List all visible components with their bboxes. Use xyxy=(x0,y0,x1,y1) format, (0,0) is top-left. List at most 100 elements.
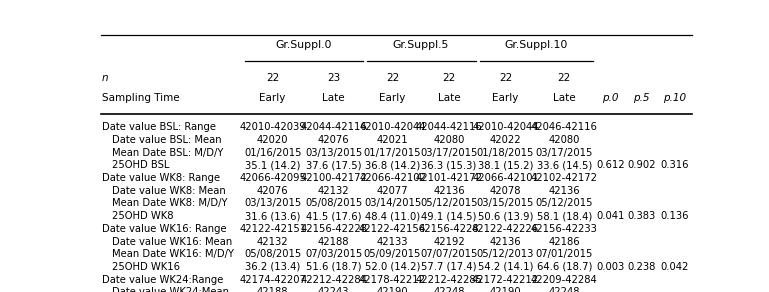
Text: 42010-42044: 42010-42044 xyxy=(472,122,539,132)
Text: 42132: 42132 xyxy=(318,186,350,196)
Text: 01/16/2015: 01/16/2015 xyxy=(244,148,301,158)
Text: 42136: 42136 xyxy=(490,237,521,246)
Text: 58.1 (18.4): 58.1 (18.4) xyxy=(537,211,592,221)
Text: 05/09/2015: 05/09/2015 xyxy=(364,249,421,259)
Text: 49.1 (14.5): 49.1 (14.5) xyxy=(421,211,477,221)
Text: 23: 23 xyxy=(327,73,341,83)
Text: 36.8 (14.2): 36.8 (14.2) xyxy=(365,160,420,170)
Text: 36.2 (13.4): 36.2 (13.4) xyxy=(245,262,301,272)
Text: 22: 22 xyxy=(442,73,456,83)
Text: p.10: p.10 xyxy=(663,93,686,103)
Text: 0.383: 0.383 xyxy=(627,211,655,221)
Text: 22: 22 xyxy=(386,73,399,83)
Text: 42122-42151: 42122-42151 xyxy=(239,224,306,234)
Text: 42010-42044: 42010-42044 xyxy=(359,122,426,132)
Text: 03/13/2015: 03/13/2015 xyxy=(244,199,301,208)
Text: 42077: 42077 xyxy=(377,186,408,196)
Text: 42044-42116: 42044-42116 xyxy=(301,122,367,132)
Text: 0.042: 0.042 xyxy=(660,262,688,272)
Text: Gr.Suppl.10: Gr.Suppl.10 xyxy=(504,40,568,50)
Text: 22: 22 xyxy=(266,73,279,83)
Text: 03/15/2015: 03/15/2015 xyxy=(477,199,534,208)
Text: Date value WK8: Mean: Date value WK8: Mean xyxy=(112,186,225,196)
Text: 42156-4228: 42156-4228 xyxy=(419,224,479,234)
Text: p.0: p.0 xyxy=(602,93,618,103)
Text: Sampling Time: Sampling Time xyxy=(102,93,180,103)
Text: 57.7 (17.4): 57.7 (17.4) xyxy=(421,262,477,272)
Text: 42022: 42022 xyxy=(490,135,521,145)
Text: 35.1 (14.2): 35.1 (14.2) xyxy=(245,160,301,170)
Text: Date value BSL: Range: Date value BSL: Range xyxy=(102,122,216,132)
Text: 05/08/2015: 05/08/2015 xyxy=(244,249,301,259)
Text: 42156-42228: 42156-42228 xyxy=(300,224,368,234)
Text: 42172-42212: 42172-42212 xyxy=(472,275,539,285)
Text: Early: Early xyxy=(492,93,519,103)
Text: 42209-42284: 42209-42284 xyxy=(531,275,598,285)
Text: 33.6 (14.5): 33.6 (14.5) xyxy=(537,160,592,170)
Text: 36.3 (15.3): 36.3 (15.3) xyxy=(421,160,477,170)
Text: 50.6 (13.9): 50.6 (13.9) xyxy=(478,211,533,221)
Text: 42248: 42248 xyxy=(433,287,464,292)
Text: 42178-42212: 42178-42212 xyxy=(359,275,426,285)
Text: 42078: 42078 xyxy=(490,186,521,196)
Text: Gr.Suppl.5: Gr.Suppl.5 xyxy=(393,40,449,50)
Text: 42190: 42190 xyxy=(490,287,521,292)
Text: 38.1 (15.2): 38.1 (15.2) xyxy=(478,160,533,170)
Text: 01/17/2015: 01/17/2015 xyxy=(364,148,421,158)
Text: 0.902: 0.902 xyxy=(627,160,655,170)
Text: 42192: 42192 xyxy=(433,237,465,246)
Text: 42243: 42243 xyxy=(318,287,350,292)
Text: 0.238: 0.238 xyxy=(627,262,655,272)
Text: 22: 22 xyxy=(558,73,571,83)
Text: 42156-42233: 42156-42233 xyxy=(531,224,598,234)
Text: 01/18/2015: 01/18/2015 xyxy=(477,148,534,158)
Text: 37.6 (17.5): 37.6 (17.5) xyxy=(306,160,361,170)
Text: p.5: p.5 xyxy=(633,93,650,103)
Text: 42080: 42080 xyxy=(548,135,580,145)
Text: 42010-42039: 42010-42039 xyxy=(239,122,306,132)
Text: 42132: 42132 xyxy=(257,237,288,246)
Text: n: n xyxy=(102,73,108,83)
Text: Mean Date WK16: M/D/Y: Mean Date WK16: M/D/Y xyxy=(112,249,234,259)
Text: 51.6 (18.7): 51.6 (18.7) xyxy=(306,262,361,272)
Text: Gr.Suppl.0: Gr.Suppl.0 xyxy=(275,40,331,50)
Text: 03/13/2015: 03/13/2015 xyxy=(305,148,362,158)
Text: 05/12/2015: 05/12/2015 xyxy=(535,199,593,208)
Text: 07/03/2015: 07/03/2015 xyxy=(305,249,362,259)
Text: 0.003: 0.003 xyxy=(596,262,624,272)
Text: Date value WK16: Range: Date value WK16: Range xyxy=(102,224,227,234)
Text: 03/17/2015: 03/17/2015 xyxy=(536,148,593,158)
Text: 31.6 (13.6): 31.6 (13.6) xyxy=(245,211,301,221)
Text: 0.041: 0.041 xyxy=(596,211,624,221)
Text: 42136: 42136 xyxy=(548,186,580,196)
Text: Late: Late xyxy=(438,93,461,103)
Text: 25OHD BSL: 25OHD BSL xyxy=(112,160,169,170)
Text: 42186: 42186 xyxy=(548,237,580,246)
Text: 07/01/2015: 07/01/2015 xyxy=(536,249,593,259)
Text: 42021: 42021 xyxy=(377,135,408,145)
Text: Early: Early xyxy=(379,93,406,103)
Text: 07/07/2015: 07/07/2015 xyxy=(421,249,478,259)
Text: 42076: 42076 xyxy=(318,135,350,145)
Text: 48.4 (11.0): 48.4 (11.0) xyxy=(365,211,420,221)
Text: Date value WK8: Range: Date value WK8: Range xyxy=(102,173,220,183)
Text: Date value BSL: Mean: Date value BSL: Mean xyxy=(112,135,221,145)
Text: Date value WK24:Range: Date value WK24:Range xyxy=(102,275,224,285)
Text: 42046-42116: 42046-42116 xyxy=(531,122,598,132)
Text: 42101-42172: 42101-42172 xyxy=(415,173,483,183)
Text: 54.2 (14.1): 54.2 (14.1) xyxy=(478,262,533,272)
Text: 42133: 42133 xyxy=(377,237,408,246)
Text: 42044-42116: 42044-42116 xyxy=(416,122,482,132)
Text: 42102-42172: 42102-42172 xyxy=(531,173,598,183)
Text: Mean Date WK8: M/D/Y: Mean Date WK8: M/D/Y xyxy=(112,199,227,208)
Text: 42190: 42190 xyxy=(377,287,408,292)
Text: Date value WK24:Mean: Date value WK24:Mean xyxy=(112,287,228,292)
Text: 0.612: 0.612 xyxy=(596,160,624,170)
Text: 42174-42207: 42174-42207 xyxy=(239,275,306,285)
Text: 0.136: 0.136 xyxy=(660,211,688,221)
Text: Date value WK16: Mean: Date value WK16: Mean xyxy=(112,237,232,246)
Text: Late: Late xyxy=(553,93,576,103)
Text: 42188: 42188 xyxy=(318,237,350,246)
Text: 42212-42284: 42212-42284 xyxy=(301,275,368,285)
Text: 42066-42102: 42066-42102 xyxy=(359,173,426,183)
